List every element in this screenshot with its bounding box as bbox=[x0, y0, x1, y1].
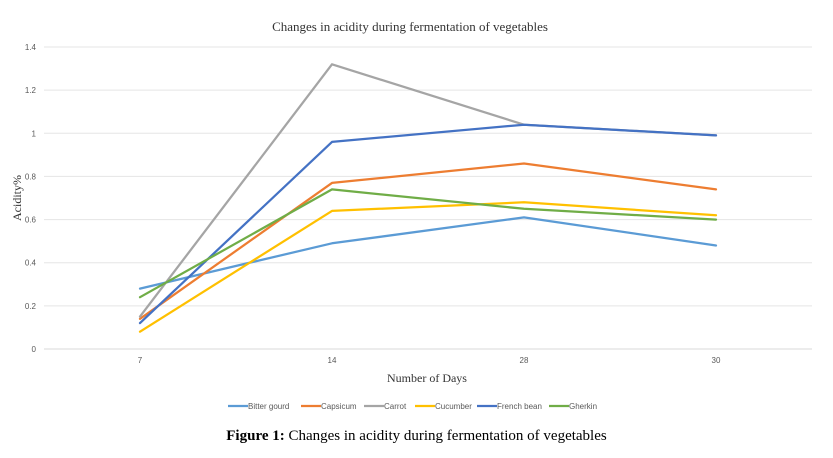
series-lines bbox=[138, 63, 718, 333]
legend-item: Bitter gourd bbox=[228, 402, 289, 411]
x-axis-ticks: 7 14 28 30 bbox=[138, 356, 721, 365]
series-line-capsicum bbox=[138, 162, 718, 320]
legend-label: Cucumber bbox=[435, 402, 472, 411]
legend-item: Gherkin bbox=[549, 402, 597, 411]
line-chart: Changes in acidity during fermentation o… bbox=[10, 19, 812, 411]
caption-label: Figure 1: bbox=[226, 428, 285, 444]
series-line-bitter-gourd bbox=[138, 216, 718, 290]
series-line-carrot bbox=[138, 63, 718, 318]
legend: Bitter gourd Capsicum Carrot Cucumber French… bbox=[228, 402, 597, 411]
legend-label: Gherkin bbox=[569, 402, 597, 411]
legend-item: French bean bbox=[477, 402, 542, 411]
y-tick-label: 1.2 bbox=[25, 86, 37, 95]
legend-label: Carrot bbox=[384, 402, 407, 411]
series-line-gherkin bbox=[138, 188, 718, 299]
y-tick-label: 0.2 bbox=[25, 302, 37, 311]
x-tick-label: 7 bbox=[138, 356, 143, 365]
y-tick-label: 0.6 bbox=[25, 216, 37, 225]
legend-label: Bitter gourd bbox=[248, 402, 289, 411]
y-axis-ticks: 0 0.2 0.4 0.6 0.8 1 1.2 1.4 bbox=[25, 43, 37, 354]
y-tick-label: 1.4 bbox=[25, 43, 37, 52]
x-tick-label: 14 bbox=[328, 356, 337, 365]
x-axis-label: Number of Days bbox=[387, 371, 467, 385]
x-tick-label: 30 bbox=[712, 356, 721, 365]
y-tick-label: 0.4 bbox=[25, 259, 37, 268]
caption-text: Changes in acidity during fermentation o… bbox=[284, 428, 607, 444]
series-line-cucumber bbox=[138, 201, 718, 333]
y-tick-label: 0 bbox=[32, 345, 37, 354]
legend-item: Carrot bbox=[364, 402, 407, 411]
y-tick-label: 0.8 bbox=[25, 172, 37, 181]
figure-caption: Figure 1: Changes in acidity during ferm… bbox=[0, 428, 833, 445]
legend-label: Capsicum bbox=[321, 402, 357, 411]
x-tick-label: 28 bbox=[520, 356, 529, 365]
chart-title: Changes in acidity during fermentation o… bbox=[272, 19, 548, 34]
legend-item: Cucumber bbox=[415, 402, 472, 411]
series-line-french-bean bbox=[138, 123, 718, 325]
legend-item: Capsicum bbox=[301, 402, 357, 411]
legend-label: French bean bbox=[497, 402, 542, 411]
y-axis-label: Acidity% bbox=[10, 175, 24, 221]
y-tick-label: 1 bbox=[32, 129, 37, 138]
